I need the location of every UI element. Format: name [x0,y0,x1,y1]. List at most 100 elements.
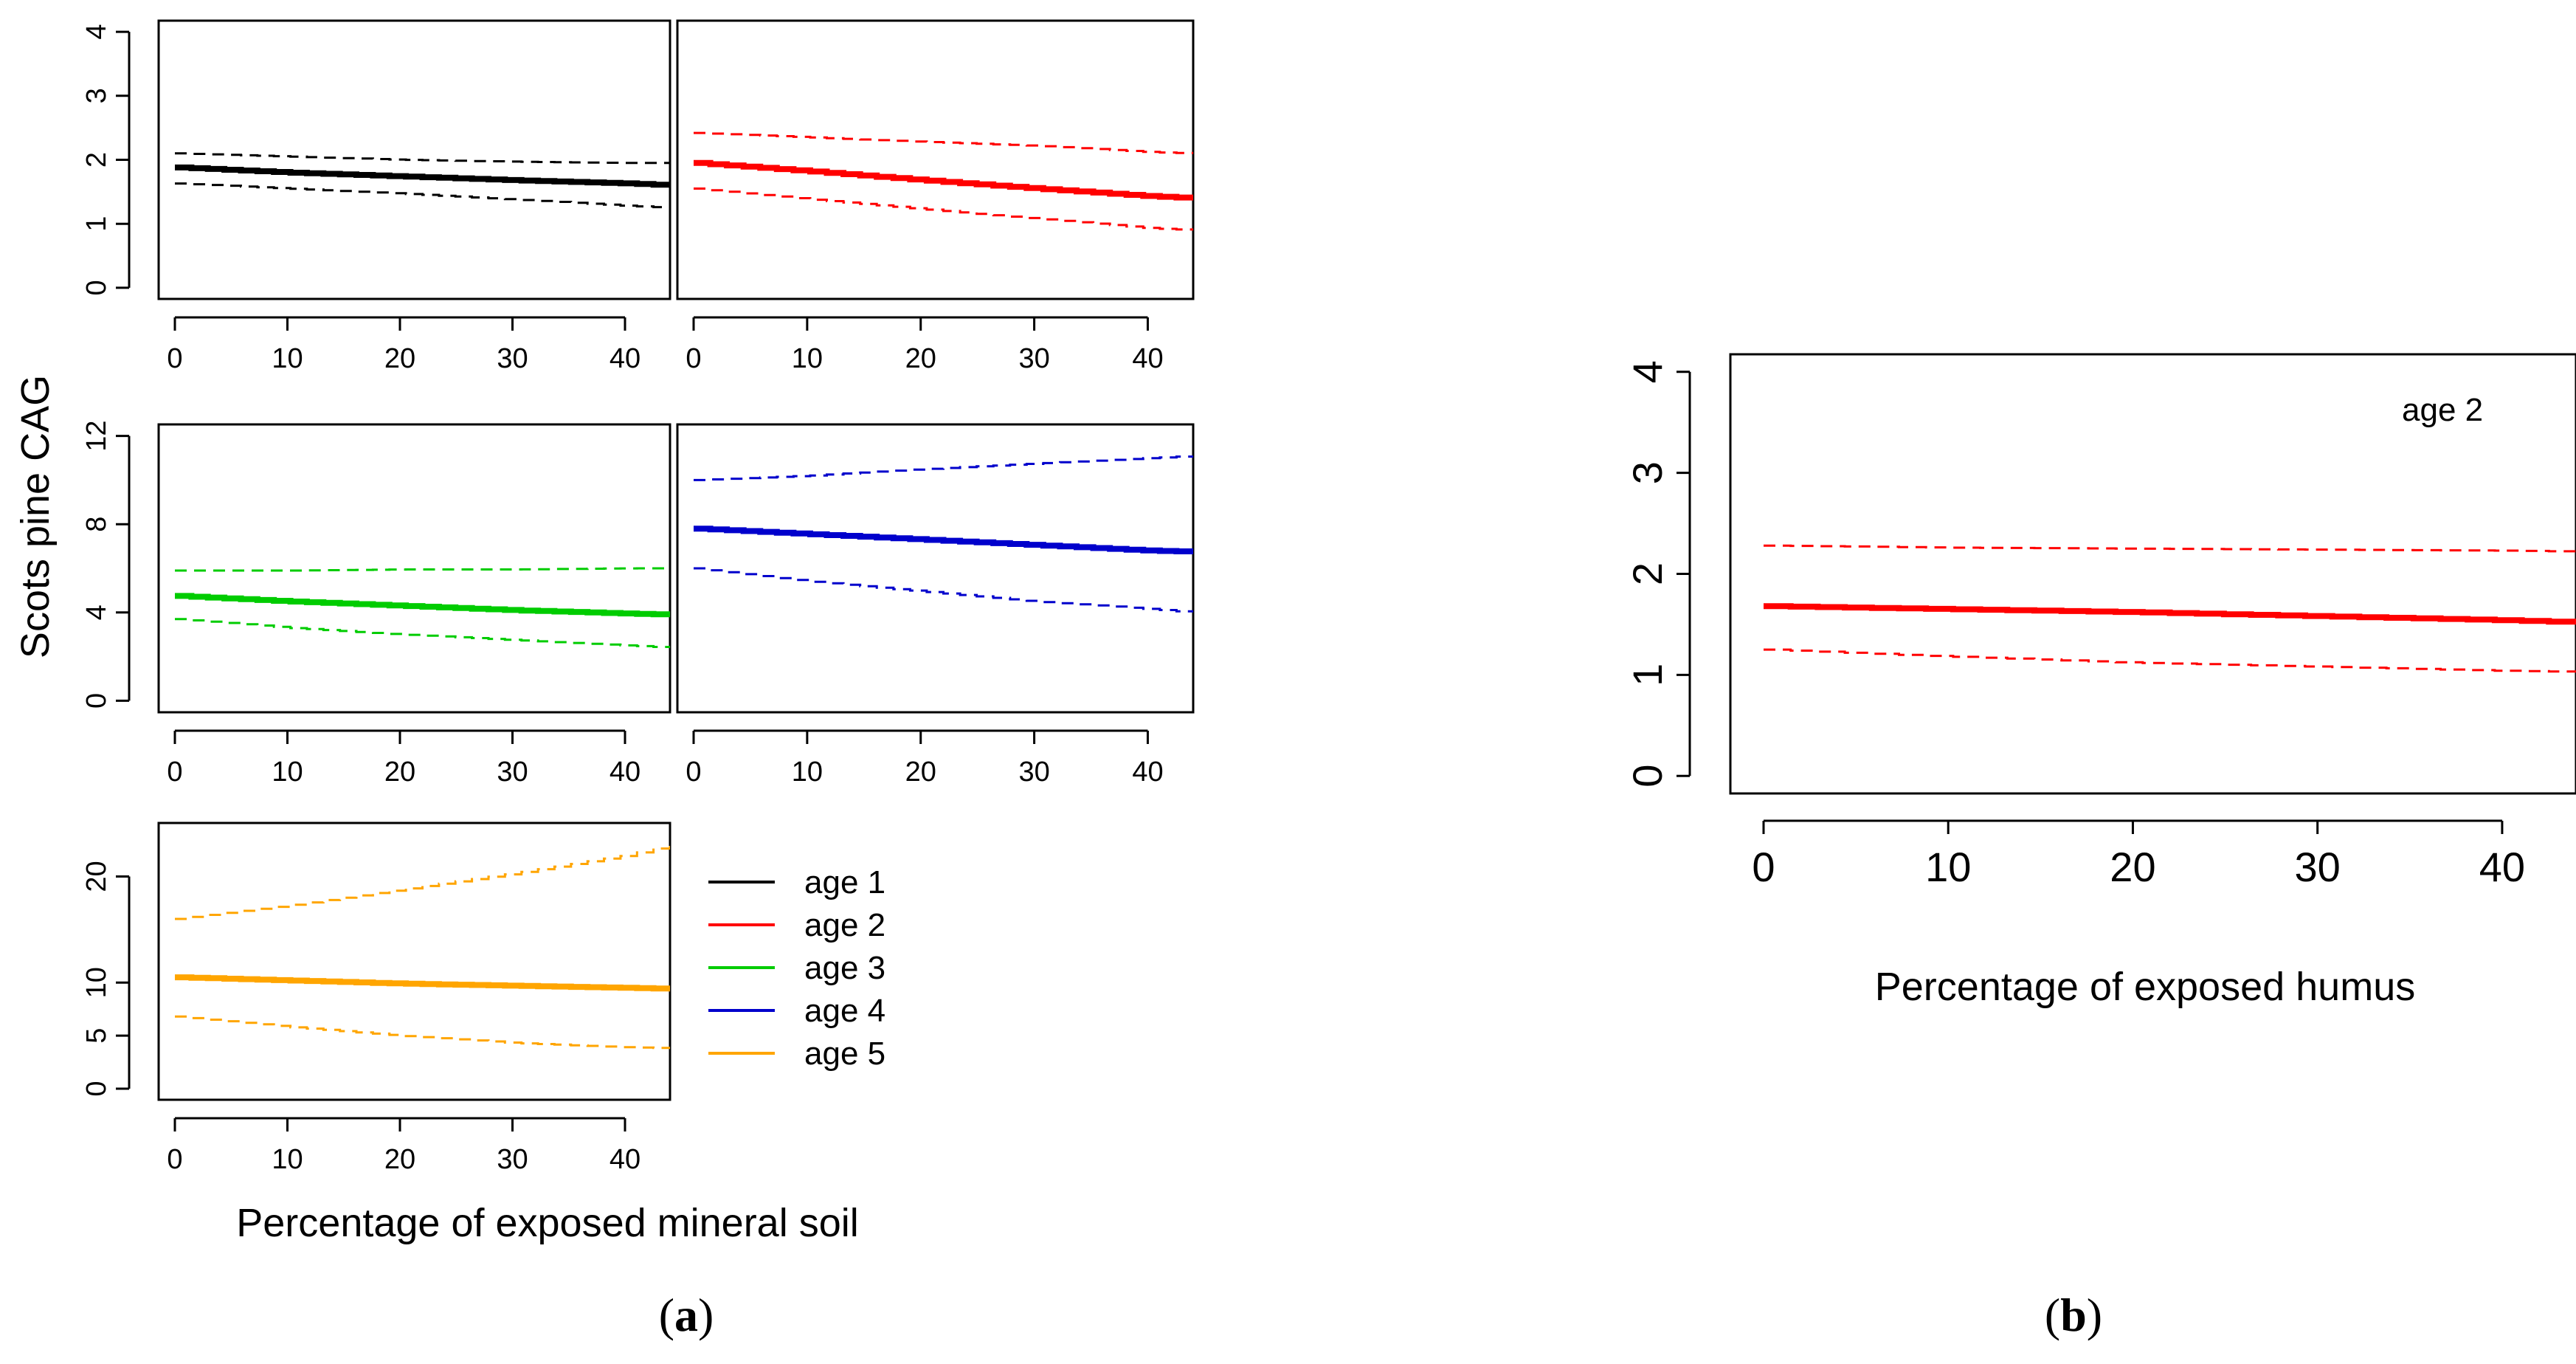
panel-age4: 0 10 20 30 40 [676,423,1195,788]
x-tick-label: 30 [2295,844,2341,890]
y-axis: 0 1 2 3 4 [1624,360,1691,788]
y-tick-label: 8 [81,517,112,532]
legend-label: age 5 [804,1036,885,1072]
panel-age5: 0 10 20 30 40 0 5 10 20 [81,822,671,1175]
y-tick-label: 4 [81,24,112,40]
legend-label: age 1 [804,864,885,900]
panel-label-b: (b) [2044,1289,2103,1341]
x-tick-label: 0 [1752,844,1775,890]
lower-ci-line [175,618,670,648]
plot-frame [157,423,671,714]
y-tick-label: 0 [81,1081,112,1096]
y-tick-label: 1 [1624,664,1671,686]
estimate-line [175,164,670,188]
y-tick-label: 5 [81,1028,112,1044]
plot-frame [676,423,1195,714]
panel-age3: 0 10 20 30 40 0 4 8 12 [81,420,671,788]
y-tick-label: 2 [1624,562,1671,585]
x-tick-label: 40 [610,757,640,788]
y-tick-label: 20 [81,861,112,892]
y-tick-label: 0 [81,280,112,295]
x-tick-label: 0 [167,757,182,788]
x-tick-label: 40 [1132,343,1163,374]
x-tick-label: 20 [384,343,415,374]
plot-frame [157,822,671,1101]
panel-age1: 0 10 20 30 40 0 1 2 3 4 [81,19,671,374]
x-axis: 0 10 20 30 40 [686,316,1164,374]
x-tick-label: 40 [2479,844,2525,890]
legend-item: age 3 [708,950,885,986]
legend: age 1 age 2 age 3 age 4 age 5 [708,864,885,1072]
y-tick-label: 2 [81,152,112,168]
estimate-line [175,593,670,618]
x-axis: 0 10 20 30 40 [1752,819,2525,890]
series-lines [175,844,670,1050]
plot-frame [676,19,1195,300]
series-lines [175,152,670,209]
y-tick-label: 3 [81,88,112,103]
legend-label: age 3 [804,950,885,986]
x-tick-label: 40 [1132,757,1163,788]
lower-ci-line [694,187,1193,231]
lower-ci-line [175,182,670,209]
y-tick-label: 1 [81,216,112,232]
upper-ci-line [175,844,670,920]
x-tick-label: 10 [792,343,823,374]
upper-ci-line [1764,544,2576,553]
y-tick-label: 10 [81,967,112,998]
x-tick-label: 30 [1018,343,1049,374]
plot-frame [157,19,671,300]
series-lines [1764,544,2576,673]
y-tick-label: 4 [1624,360,1671,383]
legend-label: age 2 [804,907,885,943]
shared-y-axis-title: Scots pine CAG [13,375,58,658]
x-tick-label: 10 [272,343,303,374]
x-tick-label: 30 [1018,757,1049,788]
y-axis: 0 1 2 3 4 [81,24,131,295]
upper-ci-line [694,455,1193,481]
upper-ci-line [175,152,670,165]
x-tick-label: 20 [384,757,415,788]
panel-age2: 0 10 20 30 40 [676,19,1195,374]
x-tick-label: 0 [167,343,182,374]
y-tick-label: 3 [1624,461,1671,484]
x-tick-label: 40 [610,1144,640,1175]
legend-item: age 1 [708,864,885,900]
estimate-line [694,526,1193,554]
x-tick-label: 10 [272,757,303,788]
legend-item: age 2 [708,907,885,943]
x-tick-label: 10 [1925,844,1971,890]
x-tick-label: 20 [905,757,936,788]
estimate-line [1764,603,2576,625]
series-lines [175,567,670,648]
x-tick-label: 20 [905,343,936,374]
x-axis-title-humus: Percentage of exposed humus [1875,965,2415,1009]
legend-item: age 4 [708,993,885,1029]
annotation-age-2: age 2 [2402,392,2483,428]
x-tick-label: 0 [686,343,701,374]
x-axis: 0 10 20 30 40 [167,1117,640,1175]
x-axis: 0 10 20 30 40 [167,729,640,788]
y-axis: 0 5 10 20 [81,861,131,1097]
x-tick-label: 30 [497,757,528,788]
y-tick-label: 0 [81,693,112,709]
y-tick-label: 12 [81,420,112,451]
lower-ci-line [1764,648,2576,673]
x-tick-label: 40 [610,343,640,374]
upper-ci-line [694,131,1193,154]
y-axis: 0 4 8 12 [81,420,131,709]
estimate-line [175,974,670,992]
panel-humus-age2: 0 10 20 30 40 0 1 2 3 4 [1624,353,2576,890]
series-lines [694,455,1193,613]
legend-item: age 5 [708,1036,885,1072]
series-lines [694,131,1193,231]
x-tick-label: 30 [497,1144,528,1175]
estimate-line [694,159,1193,201]
upper-ci-line [175,567,670,572]
plot-frame [1729,353,2576,795]
x-tick-label: 30 [497,343,528,374]
x-tick-label: 10 [792,757,823,788]
panel-label-a: (a) [658,1289,714,1341]
x-axis-title-mineral-soil: Percentage of exposed mineral soil [236,1201,859,1245]
